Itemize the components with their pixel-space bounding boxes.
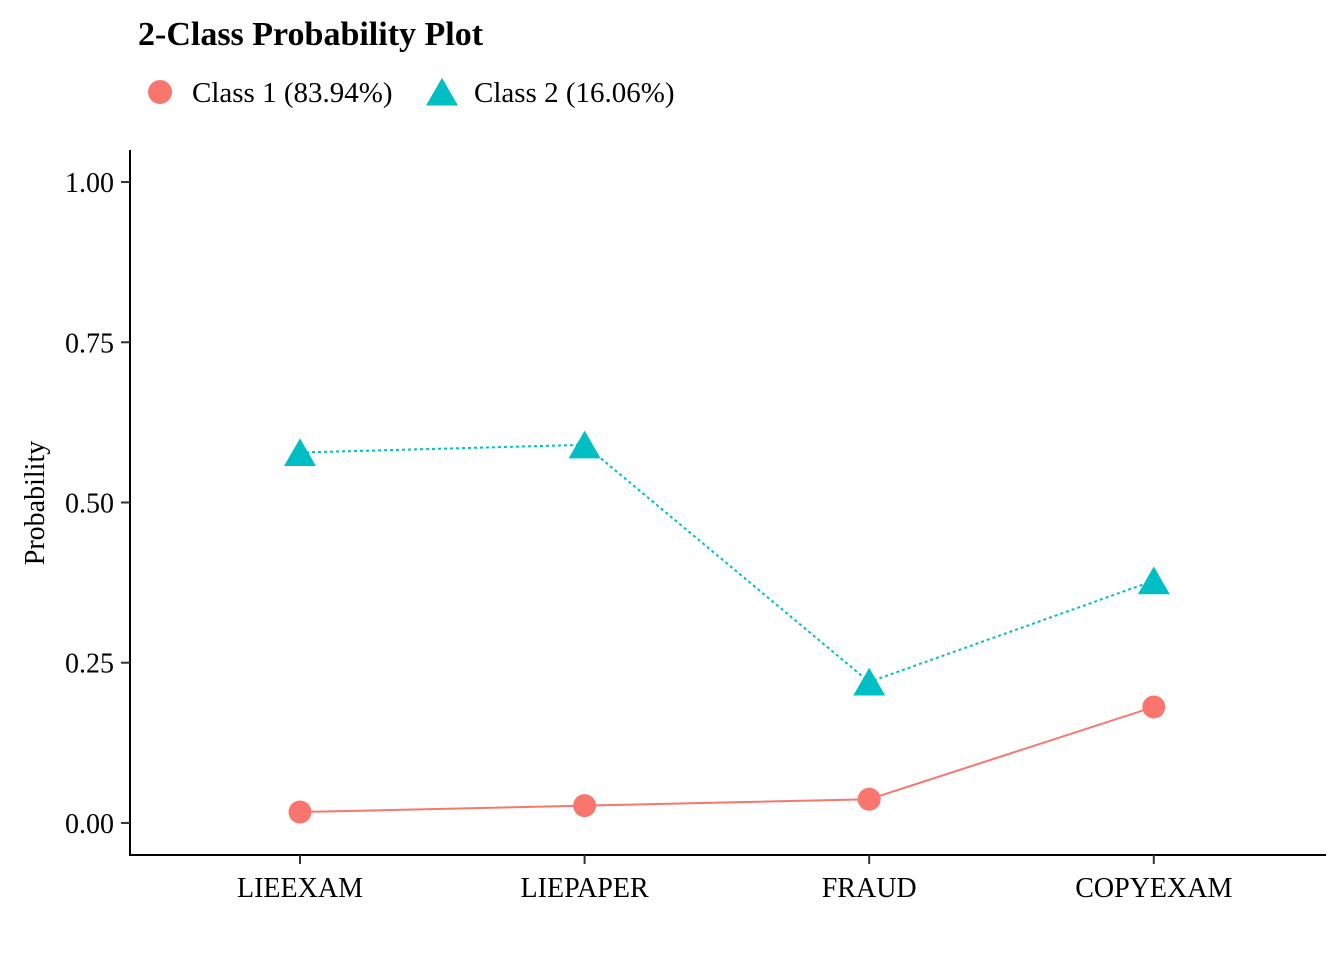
legend-triangle-icon xyxy=(426,77,458,106)
data-point xyxy=(288,800,312,824)
legend-item-1: Class 1 (83.94%) xyxy=(148,77,393,109)
y-tick-label: 1.00 xyxy=(65,168,114,199)
series-layer xyxy=(284,430,1170,824)
series-2 xyxy=(284,430,1170,696)
data-point xyxy=(573,794,597,818)
data-point xyxy=(853,667,886,696)
series-1 xyxy=(288,695,1166,824)
y-tick-label: 0.25 xyxy=(65,649,114,680)
x-tick-label: COPYEXAM xyxy=(1075,873,1232,904)
data-point xyxy=(1137,566,1170,595)
legend-item-2: Class 2 (16.06%) xyxy=(426,77,675,109)
legend: Class 1 (83.94%) Class 2 (16.06%) xyxy=(148,77,675,109)
legend-label: Class 1 (83.94%) xyxy=(192,77,393,109)
chart-title: 2-Class Probability Plot xyxy=(138,16,484,53)
x-tick-label: LIEPAPER xyxy=(521,873,649,904)
y-axis-label: Probability xyxy=(20,441,51,565)
y-tick-label: 0.75 xyxy=(65,328,114,359)
legend-label: Class 2 (16.06%) xyxy=(474,77,675,109)
data-point xyxy=(568,430,601,459)
series-line xyxy=(299,705,1155,814)
y-tick-label: 0.00 xyxy=(65,809,114,840)
axes: 0.00 0.25 0.50 0.75 1.00 LIEEXAM LIEPAPER FRAUD… xyxy=(65,150,1326,904)
x-tick-label: FRAUD xyxy=(822,873,917,904)
y-tick-label: 0.50 xyxy=(65,489,114,520)
data-point xyxy=(857,787,881,811)
series-line xyxy=(299,443,1155,684)
x-tick-label: LIEEXAM xyxy=(237,873,363,904)
legend-circle-icon xyxy=(148,80,172,104)
data-point xyxy=(1142,695,1166,719)
data-point xyxy=(284,438,316,467)
